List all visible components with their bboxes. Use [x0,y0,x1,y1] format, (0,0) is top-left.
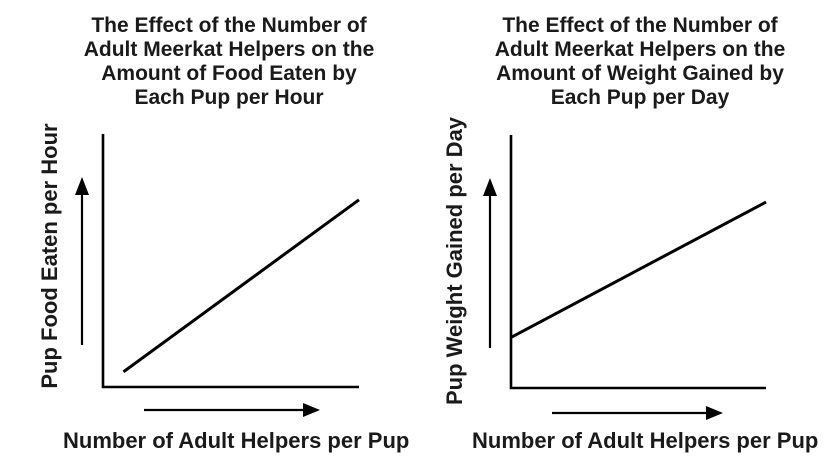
y-increase-arrow-icon [483,178,497,348]
chart-title: The Effect of the Number of Adult Meerka… [64,14,394,110]
x-axis-label: Number of Adult Helpers per Pup [472,428,819,453]
chart-title-line: Each Pup per Day [550,86,730,109]
chart-title-line: Each Pup per Hour [134,86,324,109]
axes [509,135,766,390]
chart-title-line: Amount of Weight Gained by [496,62,784,85]
plot-area [75,134,360,417]
chart-title: The Effect of the Number of Adult Meerka… [475,14,805,110]
plot-area [483,135,767,420]
chart-title-line: Adult Meerkat Helpers on the [83,38,375,61]
axes [101,134,359,389]
x-increase-arrow-icon [144,403,320,417]
x-axis-label: Number of Adult Helpers per Pup [63,428,410,453]
y-increase-arrow-icon [75,177,89,345]
chart-title-line: The Effect of the Number of [91,14,367,37]
data-line [122,198,360,374]
chart-weight-gained: The Effect of the Number of Adult Meerka… [415,0,830,472]
data-line [510,200,767,339]
chart-title-line: Amount of Food Eaten by [101,62,357,85]
chart-title-line: Adult Meerkat Helpers on the [494,38,786,61]
x-increase-arrow-icon [552,406,723,420]
chart-title-line: The Effect of the Number of [502,14,778,37]
chart-food-eaten: The Effect of the Number of Adult Meerka… [37,14,410,453]
